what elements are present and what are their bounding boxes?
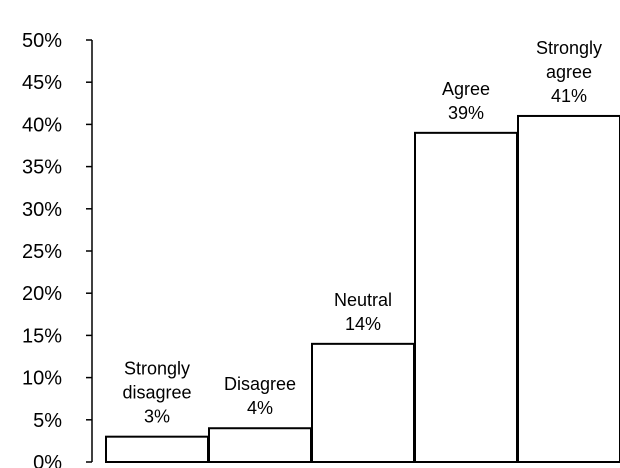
y-axis: 0% 5% 10% 15% 20% 25% 30% 35% 40% 45% 50% bbox=[22, 30, 93, 468]
bar bbox=[517, 114, 620, 464]
y-tick-label: 30% bbox=[22, 199, 62, 221]
bar-value-label: 3% bbox=[144, 407, 170, 427]
bar-category-label: Neutral bbox=[334, 290, 392, 310]
bar bbox=[311, 342, 415, 463]
bar-category-label: Strongly bbox=[124, 359, 190, 379]
bar-category-label: Agree bbox=[442, 79, 490, 99]
bar bbox=[105, 435, 209, 463]
y-tick-label: 35% bbox=[22, 157, 62, 179]
y-tick-label: 45% bbox=[22, 72, 62, 94]
bar-value-label: 4% bbox=[247, 398, 273, 418]
bar-labels: Strongly disagree 3% Disagree 4% Neutral 14% Ag… bbox=[122, 38, 602, 427]
y-tick-label: 50% bbox=[22, 30, 62, 52]
bar bbox=[208, 427, 312, 463]
y-tick-label: 25% bbox=[22, 241, 62, 263]
bar-value-label: 14% bbox=[345, 314, 381, 334]
bar bbox=[414, 131, 518, 463]
y-tick-label: 40% bbox=[22, 114, 62, 136]
y-tick-label: 10% bbox=[22, 368, 62, 390]
y-tick-label: 0% bbox=[33, 452, 62, 468]
bar-category-label: Strongly bbox=[536, 38, 602, 58]
bar-category-label: Disagree bbox=[224, 374, 296, 394]
bar-value-label: 39% bbox=[448, 103, 484, 123]
y-tick-label: 5% bbox=[33, 410, 62, 432]
bars bbox=[105, 114, 620, 464]
bar-value-label: 41% bbox=[551, 86, 587, 106]
y-tick-label: 20% bbox=[22, 283, 62, 305]
bar-category-label: agree bbox=[546, 62, 592, 82]
bar-category-label: disagree bbox=[122, 383, 191, 403]
y-tick-label: 15% bbox=[22, 325, 62, 347]
